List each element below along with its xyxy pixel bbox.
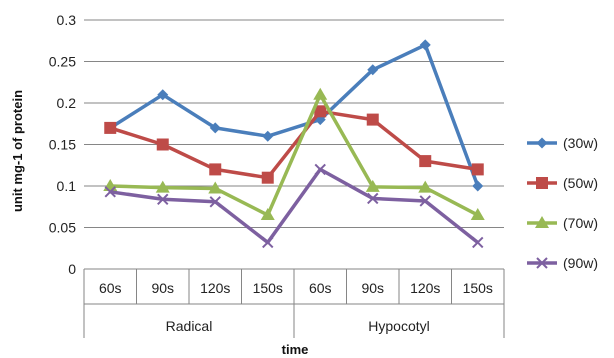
x-tick-label: 60s: [99, 280, 122, 296]
legend-item: (30w): [527, 135, 598, 151]
y-tick-label: 0: [68, 261, 76, 277]
x-tick-label: 120s: [200, 280, 230, 296]
data-point: [314, 105, 327, 118]
data-point: [262, 130, 274, 142]
x-tick-label: 150s: [463, 280, 493, 296]
y-tick-label: 0.1: [57, 178, 77, 194]
data-point: [157, 193, 169, 205]
data-point: [366, 113, 379, 126]
data-point: [209, 196, 221, 208]
legend: (30w) (50w) (70w) (90w): [527, 135, 598, 271]
legend-swatch-marker: [536, 137, 548, 149]
legend-swatch-marker: [535, 216, 549, 228]
data-point: [209, 122, 221, 134]
data-point: [157, 89, 169, 101]
x-axis-title: time: [282, 342, 309, 357]
y-tick-labels: 0 0.05 0.1 0.15 0.2 0.25 0.3: [49, 12, 76, 277]
legend-item: (50w): [527, 175, 598, 191]
x-tick-label: 150s: [253, 280, 283, 296]
legend-item: (90w): [527, 255, 598, 271]
data-point: [470, 208, 485, 221]
data-point: [367, 192, 379, 205]
x-tick-label: 90s: [151, 280, 174, 296]
data-point: [208, 181, 223, 194]
series-layer: [103, 39, 485, 249]
series-line: [109, 43, 480, 187]
series-30w: [104, 39, 484, 192]
y-tick-label: 0.15: [49, 137, 76, 153]
y-axis-title: unit mg-1 of protein: [10, 90, 25, 212]
y-tick-label: 0.2: [57, 95, 77, 111]
legend-label: (50w): [563, 175, 598, 191]
legend-label: (70w): [563, 215, 598, 231]
data-point: [418, 180, 433, 193]
data-point: [419, 195, 431, 207]
y-tick-label: 0.3: [57, 12, 77, 28]
y-tick-label: 0.05: [49, 220, 76, 236]
data-point: [156, 138, 169, 151]
x-tick-label: 90s: [361, 280, 384, 296]
data-point: [209, 163, 222, 176]
series-50w: [104, 105, 484, 184]
series-line: [110, 167, 479, 245]
data-point: [472, 180, 484, 192]
legend-label: (90w): [563, 255, 598, 271]
data-point: [261, 171, 274, 184]
legend-swatch-marker: [536, 257, 548, 269]
x-tick-label: 120s: [410, 280, 440, 296]
data-point: [260, 208, 275, 221]
data-point: [262, 236, 274, 249]
data-point: [419, 39, 431, 51]
series-line: [109, 109, 479, 180]
data-point: [314, 163, 326, 176]
data-point: [155, 180, 170, 193]
data-point: [313, 87, 328, 100]
series-90w: [104, 163, 484, 249]
x-tick-label: 60s: [309, 280, 332, 296]
data-point: [471, 163, 484, 176]
data-point: [104, 121, 117, 134]
legend-label: (30w): [563, 135, 598, 151]
x-group-label: Radical: [166, 318, 213, 334]
x-group-label: Hypocotyl: [368, 318, 429, 334]
data-point: [472, 236, 484, 249]
legend-item: (70w): [527, 215, 598, 231]
data-point: [365, 179, 380, 192]
data-point: [104, 186, 116, 198]
data-point: [419, 155, 432, 168]
x-axis: 60s 90s 120s 150s 60s 90s 120s 150s Radical Hypoc…: [83, 269, 505, 338]
series-line: [110, 92, 479, 217]
data-point: [367, 64, 379, 76]
legend-swatch-marker: [536, 177, 548, 189]
y-tick-label: 0.25: [49, 54, 76, 70]
